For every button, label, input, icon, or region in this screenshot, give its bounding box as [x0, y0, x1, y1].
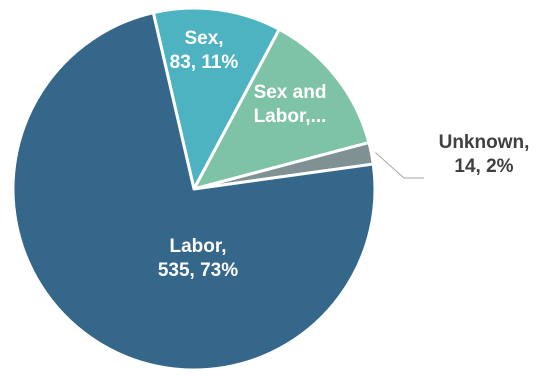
leader-lines: [375, 152, 424, 179]
data-label-sex-and-labor: Sex and Labor,...: [254, 82, 327, 127]
data-label-line: 14, 2%: [454, 156, 513, 177]
data-label-line: Sex and: [254, 82, 327, 103]
data-label-line: 535, 73%: [158, 260, 238, 281]
data-label-line: Unknown,: [439, 132, 530, 153]
data-labels: Labor, 535, 73% Sex, 83, 11% Sex and Labor,..…: [158, 28, 530, 281]
data-label-line: Labor,...: [254, 106, 327, 127]
data-label-unknown: Unknown, 14, 2%: [439, 132, 530, 177]
leader-line-unknown: [375, 152, 424, 179]
data-label-line: Sex,: [184, 28, 223, 49]
data-label-line: Labor,: [169, 236, 226, 257]
pie-slice-labor: [11, 11, 377, 372]
pie-slice-sex-and-labor: [192, 27, 371, 191]
data-label-labor: Labor, 535, 73%: [158, 236, 238, 281]
data-label-sex: Sex, 83, 11%: [170, 28, 239, 73]
data-label-line: 83, 11%: [170, 52, 239, 73]
pie-slices: [11, 6, 377, 372]
